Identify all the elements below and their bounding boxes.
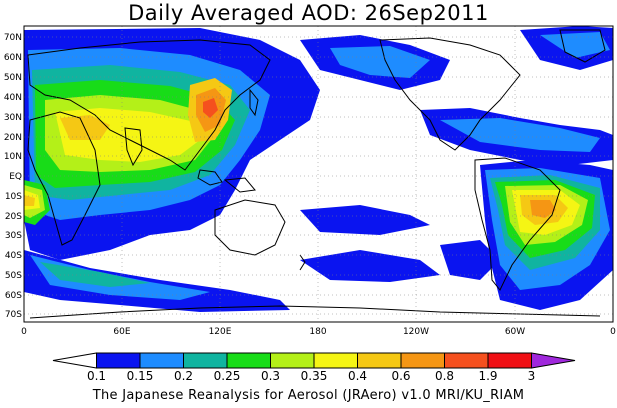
lat-label-60n: 60N — [4, 53, 22, 63]
lat-label-70n: 70N — [4, 33, 22, 43]
lat-label-40s: 40S — [5, 251, 22, 261]
lon-label-120w: 120W — [403, 327, 429, 337]
map-title: Daily Averaged AOD: 26Sep2011 — [128, 1, 489, 25]
colorbar-label: 0.3 — [261, 369, 280, 383]
colorbar-cell — [226, 352, 271, 369]
lat-label-70s: 70S — [5, 310, 22, 320]
colorbar-label: 0.2 — [174, 369, 193, 383]
map-frame — [23, 25, 614, 323]
lon-label-120e: 120E — [209, 327, 232, 337]
lon-label-60w: 60W — [505, 327, 525, 337]
colorbar-cell — [96, 352, 141, 369]
colorbar-label: 1.9 — [478, 369, 497, 383]
colorbar-cell — [487, 352, 532, 369]
aod-field — [24, 26, 613, 319]
colorbar-cell — [531, 352, 576, 369]
lat-label-eq: EQ — [9, 172, 22, 182]
aod-level-1.9 — [203, 98, 218, 118]
lat-label-40n: 40N — [4, 93, 22, 103]
colorbar-labels: 0.1 0.15 0.2 0.25 0.3 0.35 0.4 0.6 0.8 1.9 3 — [87, 369, 535, 383]
colorbar-cell — [52, 352, 97, 369]
lat-label-30s: 30S — [5, 231, 22, 241]
colorbar-cell — [313, 352, 358, 369]
colorbar-cell — [270, 352, 315, 369]
lat-label-20n: 20N — [4, 133, 22, 143]
colorbar-cell — [357, 352, 402, 369]
lat-label-10n: 10N — [4, 152, 22, 162]
colorbar-label: 0.1 — [87, 369, 106, 383]
map-panel — [23, 25, 614, 323]
colorbar: 0.1 0.15 0.2 0.25 0.3 0.35 0.4 0.6 0.8 1.9 3 — [52, 352, 576, 383]
colorbar-label: 3 — [528, 369, 536, 383]
colorbar-cell — [183, 352, 228, 369]
colorbar-cell — [444, 352, 489, 369]
coastlines — [27, 29, 606, 319]
colorbar-cell — [139, 352, 184, 369]
lon-label-60e: 60E — [113, 327, 130, 337]
colorbar-label: 0.4 — [348, 369, 367, 383]
colorbar-label: 0.35 — [301, 369, 328, 383]
lat-label-10s: 10S — [5, 192, 22, 202]
lat-label-30n: 30N — [4, 113, 22, 123]
lon-label-0-left: 0 — [21, 327, 27, 337]
colorbar-label: 0.6 — [391, 369, 410, 383]
colorbar-label: 0.8 — [435, 369, 454, 383]
lon-label-180: 180 — [309, 327, 326, 337]
lon-label-0-right: 0 — [610, 327, 616, 337]
colorbar-cells — [52, 352, 576, 369]
lat-label-20s: 20S — [5, 212, 22, 222]
lat-axis: 70N 60N 50N 40N 30N 20N 10N EQ 10S 20S 3… — [4, 33, 22, 320]
lat-label-50n: 50N — [4, 73, 22, 83]
graticule — [24, 26, 613, 322]
colorbar-label: 0.15 — [127, 369, 154, 383]
lat-label-50s: 50S — [5, 271, 22, 281]
colorbar-label: 0.25 — [214, 369, 241, 383]
lat-label-60s: 60S — [5, 291, 22, 301]
footer-credit: The Japanese Reanalysis for Aerosol (JRA… — [92, 388, 525, 403]
colorbar-cell — [400, 352, 445, 369]
lon-axis: 0 60E 120E 180 120W 60W 0 — [21, 327, 616, 337]
